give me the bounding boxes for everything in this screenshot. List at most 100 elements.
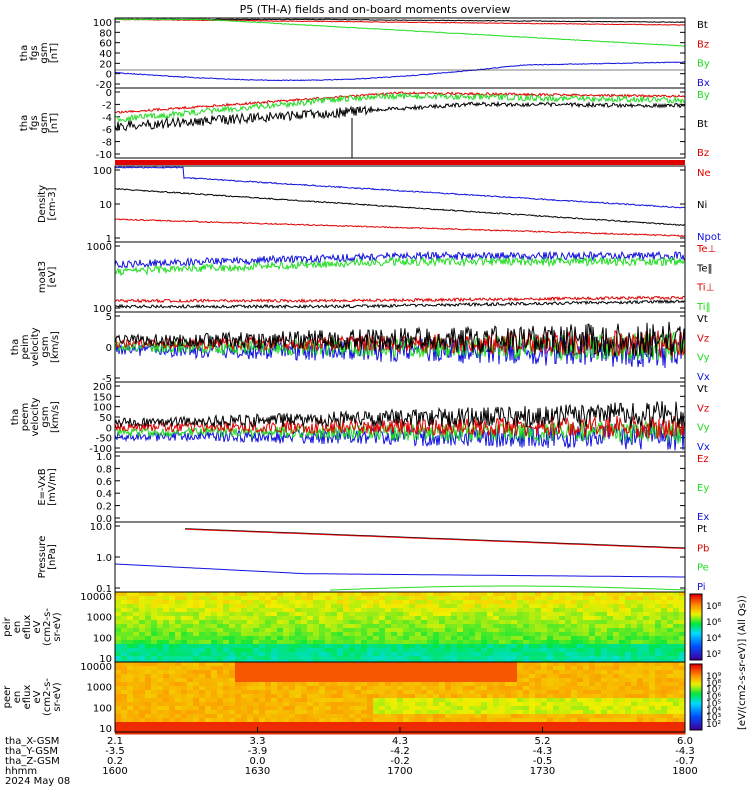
y-axis-label: moat3 [eV] — [37, 261, 58, 293]
heatmap-cell — [277, 640, 284, 645]
heatmap-cell — [637, 640, 644, 645]
heatmap-cell — [415, 710, 422, 715]
heatmap-cell — [367, 596, 374, 601]
heatmap-cell — [445, 632, 452, 637]
heatmap-cell — [637, 624, 644, 629]
heatmap-cell — [655, 726, 662, 731]
heatmap-cell — [511, 706, 518, 711]
heatmap-cell — [667, 620, 674, 625]
heatmap-cell — [505, 698, 512, 703]
heatmap-cell — [235, 656, 242, 661]
heatmap-cell — [367, 624, 374, 629]
heatmap-cell — [247, 612, 254, 617]
heatmap-cell — [379, 682, 386, 687]
heatmap-cell — [433, 710, 440, 715]
panel-frame — [114, 451, 686, 523]
legend-entry: Ex — [697, 512, 709, 523]
heatmap-cell — [469, 648, 476, 653]
y-tick-label: 10 — [99, 200, 112, 211]
heatmap-cell — [415, 662, 422, 667]
heatmap-cell — [625, 706, 632, 711]
heatmap-cell — [337, 636, 344, 641]
heatmap-cell — [367, 604, 374, 609]
heatmap-cell — [667, 600, 674, 605]
heatmap-cell — [625, 652, 632, 657]
electron-colorbar — [690, 664, 702, 731]
heatmap-cell — [421, 718, 428, 723]
heatmap-cell — [217, 592, 224, 597]
heatmap-cell — [517, 682, 524, 687]
heatmap-cell — [379, 694, 386, 699]
y-tick-label: 40 — [99, 49, 112, 60]
heatmap-cell — [397, 706, 404, 711]
heatmap-cell — [451, 678, 458, 683]
heatmap-cell — [619, 604, 626, 609]
heatmap-cell — [607, 714, 614, 719]
heatmap-cell — [145, 722, 152, 727]
heatmap-cell — [529, 686, 536, 691]
heatmap-cell — [289, 690, 296, 695]
heatmap-cell — [583, 608, 590, 613]
heatmap-cell — [217, 718, 224, 723]
heatmap-cell — [139, 726, 146, 731]
heatmap-cell — [253, 710, 260, 715]
heatmap-cell — [319, 628, 326, 633]
heatmap-cell — [619, 592, 626, 597]
colorbar-swatch — [690, 646, 702, 649]
heatmap-cell — [439, 596, 446, 601]
heatmap-cell — [679, 648, 686, 653]
y-axis-label: tha peer en eflux eV (cm2-s-sr-eV) — [0, 678, 63, 716]
heatmap-cell — [391, 596, 398, 601]
heatmap-cell — [619, 612, 626, 617]
heatmap-cell — [151, 686, 158, 691]
heatmap-cell — [511, 640, 518, 645]
heatmap-cell — [217, 600, 224, 605]
heatmap-cell — [649, 612, 656, 617]
heatmap-cell — [445, 726, 452, 731]
heatmap-cell — [667, 666, 674, 671]
heatmap-cell — [517, 604, 524, 609]
heatmap-cell — [517, 674, 524, 679]
heatmap-cell — [127, 726, 134, 731]
heatmap-cell — [649, 714, 656, 719]
heatmap-cell — [121, 656, 128, 661]
heatmap-cell — [571, 722, 578, 727]
heatmap-cell — [127, 706, 134, 711]
heatmap-cell — [463, 702, 470, 707]
heatmap-cell — [475, 670, 482, 675]
heatmap-cell — [223, 686, 230, 691]
heatmap-cell — [457, 656, 464, 661]
heatmap-cell — [607, 666, 614, 671]
heatmap-cell — [667, 686, 674, 691]
heatmap-cell — [301, 604, 308, 609]
heatmap-cell — [529, 616, 536, 621]
heatmap-cell — [439, 678, 446, 683]
heatmap-cell — [247, 620, 254, 625]
heatmap-cell — [463, 596, 470, 601]
heatmap-cell — [409, 666, 416, 671]
colorbar-label-text: [eV/(cm2-s-sr-eV)] (All Qs)) — [737, 595, 748, 730]
heatmap-cell — [127, 648, 134, 653]
heatmap-cell — [601, 674, 608, 679]
heatmap-cell — [391, 666, 398, 671]
heatmap-cell — [193, 670, 200, 675]
heatmap-cell — [121, 714, 128, 719]
heatmap-cell — [415, 702, 422, 707]
heatmap-cell — [361, 722, 368, 727]
heatmap-cell — [391, 690, 398, 695]
heatmap-cell — [217, 706, 224, 711]
heatmap-cell — [235, 722, 242, 727]
heatmap-cell — [637, 726, 644, 731]
heatmap-cell — [487, 624, 494, 629]
heatmap-cell — [661, 640, 668, 645]
heatmap-cell — [499, 628, 506, 633]
heatmap-cell — [175, 604, 182, 609]
heatmap-cell — [553, 690, 560, 695]
colorbar-swatch — [690, 610, 702, 613]
heatmap-cell — [169, 666, 176, 671]
heatmap-cell — [655, 714, 662, 719]
heatmap-cell — [289, 714, 296, 719]
heatmap-cell — [247, 596, 254, 601]
y-axis-label-line: tha — [10, 339, 21, 355]
heatmap-cell — [553, 624, 560, 629]
